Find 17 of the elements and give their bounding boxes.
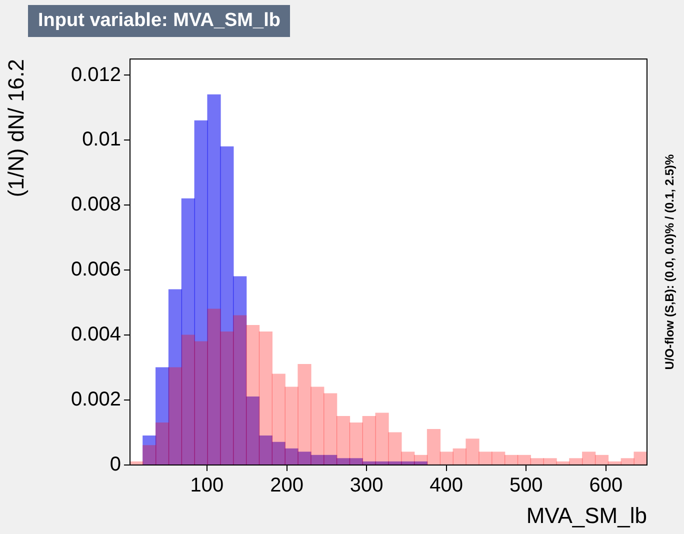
y-tick-label: 0.002 — [70, 388, 121, 411]
y-axis-title: (1/N) dN/ 16.2 — [3, 59, 28, 198]
x-tick-label: 100 — [190, 474, 224, 497]
y-tick-label: 0 — [110, 454, 121, 476]
y-tick-label: 0.012 — [70, 64, 121, 86]
x-tick-label: 600 — [589, 474, 623, 497]
y-tick-label: 0.004 — [70, 324, 121, 346]
y-tick-label: 0.006 — [70, 258, 121, 281]
x-tick-label: 500 — [509, 474, 543, 497]
y-tick-label: 0.01 — [82, 128, 121, 151]
x-axis-title: MVA_SM_lb — [526, 502, 647, 528]
x-tick-label: 400 — [430, 474, 464, 497]
x-tick-label: 300 — [350, 474, 384, 497]
y-tick-label: 0.008 — [70, 194, 121, 216]
text: U/O-flow (S,B): (0.0, 0.0)% / (0.1, 2.5)% — [662, 154, 676, 370]
x-tick-label: 200 — [270, 474, 304, 497]
chart-title: Input variable: MVA_SM_lb — [28, 5, 290, 37]
